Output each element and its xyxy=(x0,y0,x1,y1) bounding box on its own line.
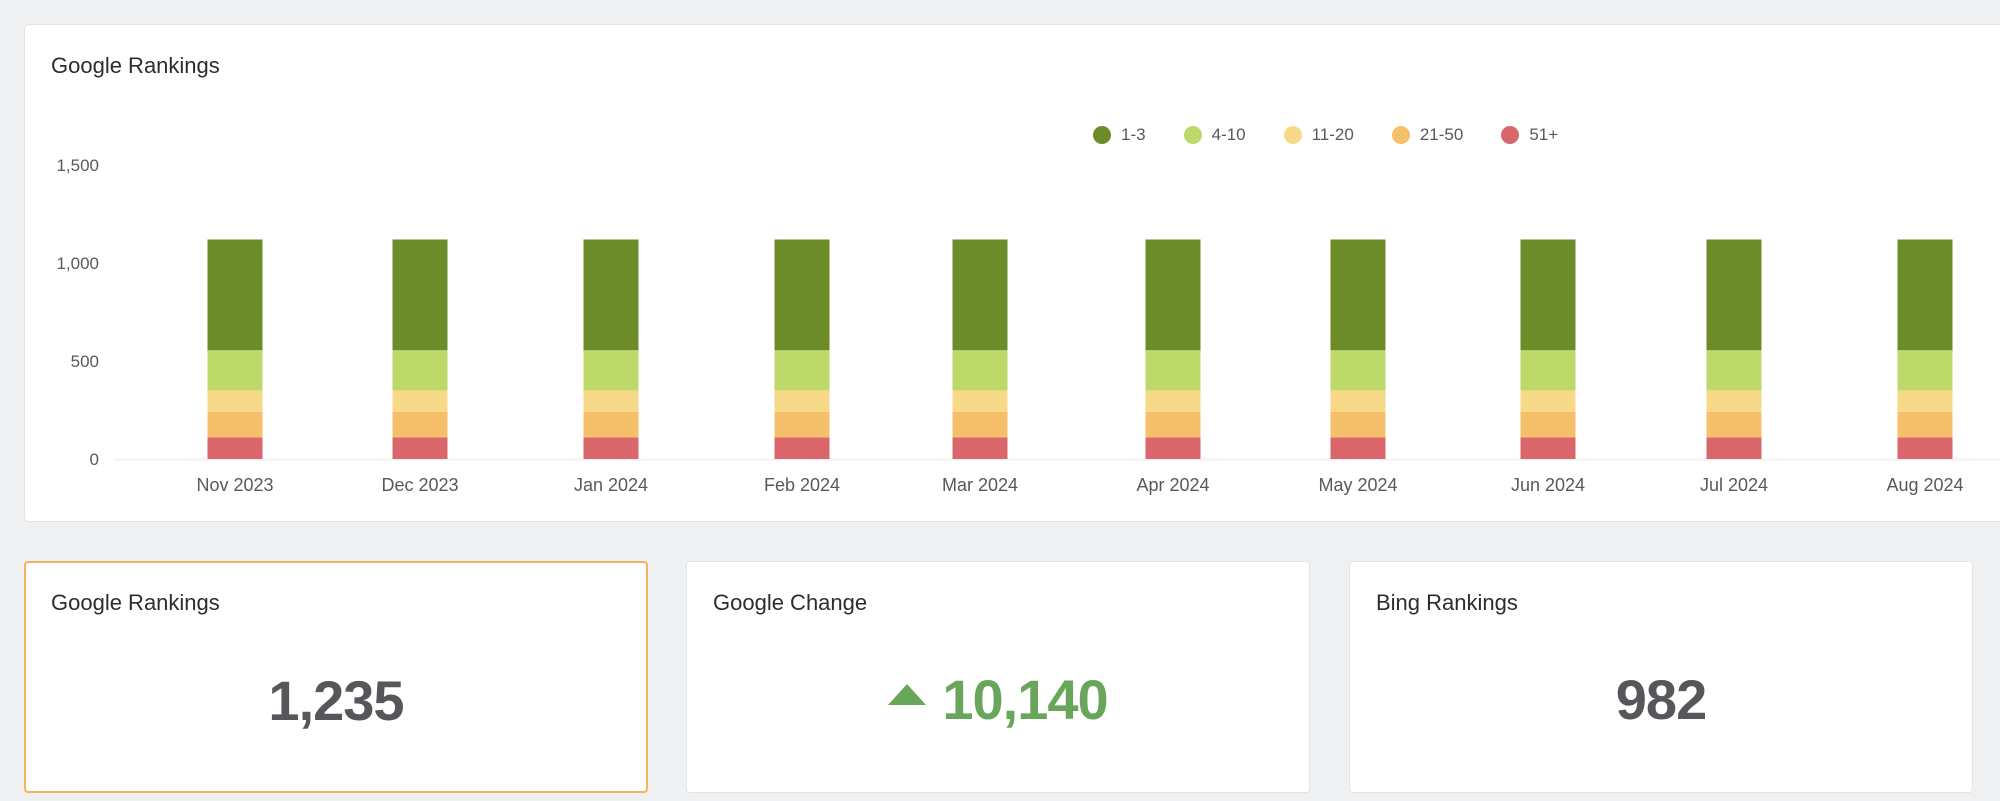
legend-label-51-plus: 51+ xyxy=(1529,125,1559,144)
bar-segment-21-50[interactable] xyxy=(1330,411,1386,438)
bar-segment-21-50[interactable] xyxy=(952,411,1008,438)
google-rankings-card[interactable]: Google Rankings 1,235 xyxy=(24,561,648,793)
chart-title: Google Rankings xyxy=(51,53,220,78)
bar-segment-1-3[interactable] xyxy=(1706,239,1762,351)
bar-segment-11-20[interactable] xyxy=(207,390,263,412)
bar-segment-21-50[interactable] xyxy=(583,411,639,438)
bar-segment-4-10[interactable] xyxy=(1897,350,1953,391)
bar-segment-1-3[interactable] xyxy=(774,239,830,351)
bar-segment-1-3[interactable] xyxy=(952,239,1008,351)
rankings-bar-chart: 0 500 1,000 1,500 Nov 2023 Dec 2023 Jan 2024 Fe… xyxy=(56,156,2000,495)
bar-segment-51-plus[interactable] xyxy=(392,437,448,459)
bar-segment-1-3[interactable] xyxy=(392,239,448,351)
bing-rankings-card[interactable]: Bing Rankings 982 xyxy=(1349,561,1973,793)
y-tick-label: 1,000 xyxy=(56,254,99,273)
bar-segment-11-20[interactable] xyxy=(1520,390,1576,412)
bar-segment-11-20[interactable] xyxy=(952,390,1008,412)
bar-segment-21-50[interactable] xyxy=(392,411,448,438)
x-tick-label: May 2024 xyxy=(1318,475,1397,495)
bar-segment-4-10[interactable] xyxy=(583,350,639,391)
bar-segment-21-50[interactable] xyxy=(1145,411,1201,438)
bar-segment-11-20[interactable] xyxy=(1897,390,1953,412)
legend-label-4-10: 4-10 xyxy=(1211,125,1246,144)
google-rankings-title: Google Rankings xyxy=(51,590,220,615)
bar-segment-1-3[interactable] xyxy=(1897,239,1953,351)
x-tick-label: Mar 2024 xyxy=(942,475,1018,495)
y-tick-label: 1,500 xyxy=(56,156,99,175)
x-tick-label: Dec 2023 xyxy=(381,475,458,495)
bar-segment-51-plus[interactable] xyxy=(952,437,1008,459)
legend-item-51-plus[interactable]: 51+ xyxy=(1501,125,1558,145)
bar-segment-4-10[interactable] xyxy=(392,350,448,391)
legend-label-21-50: 21-50 xyxy=(1419,125,1464,144)
x-tick-label: Aug 2024 xyxy=(1886,475,1963,495)
bar-segment-1-3[interactable] xyxy=(1520,239,1576,351)
bar-segment-11-20[interactable] xyxy=(774,390,830,412)
x-tick-label: Nov 2023 xyxy=(196,475,273,495)
x-tick-label: Apr 2024 xyxy=(1136,475,1209,495)
legend-dot-1-3 xyxy=(1093,126,1111,144)
bar-segment-4-10[interactable] xyxy=(207,350,263,391)
google-change-value: 10,140 xyxy=(942,668,1108,731)
bar-segment-11-20[interactable] xyxy=(392,390,448,412)
legend-item-4-10[interactable]: 4-10 xyxy=(1183,125,1246,145)
google-change-value-row: 10,140 xyxy=(687,667,1309,732)
bar-segment-11-20[interactable] xyxy=(1706,390,1762,412)
x-tick-label: Feb 2024 xyxy=(764,475,840,495)
bing-rankings-title: Bing Rankings xyxy=(1376,590,1518,615)
bing-rankings-value: 982 xyxy=(1615,668,1707,731)
bar-segment-4-10[interactable] xyxy=(774,350,830,391)
y-tick-label: 500 xyxy=(71,352,99,371)
bar-segment-11-20[interactable] xyxy=(583,390,639,412)
legend-item-1-3[interactable]: 1-3 xyxy=(1093,125,1146,145)
google-change-title: Google Change xyxy=(713,590,868,615)
y-tick-label: 0 xyxy=(90,450,99,469)
legend-item-21-50[interactable]: 21-50 xyxy=(1391,125,1464,145)
bar-segment-51-plus[interactable] xyxy=(1145,437,1201,459)
bar-segment-4-10[interactable] xyxy=(1330,350,1386,391)
x-tick-label: Jun 2024 xyxy=(1511,475,1585,495)
bar-segment-51-plus[interactable] xyxy=(1706,437,1762,459)
bar-segment-4-10[interactable] xyxy=(1520,350,1576,391)
legend-dot-11-20 xyxy=(1283,126,1302,144)
x-tick-label: Jan 2024 xyxy=(574,475,648,495)
legend-dot-4-10 xyxy=(1183,126,1202,144)
bar-segment-4-10[interactable] xyxy=(1145,350,1201,391)
bar-segment-11-20[interactable] xyxy=(1330,390,1386,412)
bar-segment-4-10[interactable] xyxy=(1706,350,1762,391)
chart-legend: 1-3 4-10 11-20 21-50 51+ xyxy=(1093,125,1596,145)
google-rankings-value: 1,235 xyxy=(268,669,404,732)
bar-segment-51-plus[interactable] xyxy=(1897,437,1953,459)
bar-segment-21-50[interactable] xyxy=(1520,411,1576,438)
bar-segment-1-3[interactable] xyxy=(1330,239,1386,351)
legend-label-11-20: 11-20 xyxy=(1311,125,1354,144)
legend-item-11-20[interactable]: 11-20 xyxy=(1283,125,1354,145)
bar-segment-1-3[interactable] xyxy=(583,239,639,351)
bar-segment-1-3[interactable] xyxy=(207,239,263,351)
bar-segment-21-50[interactable] xyxy=(207,411,263,438)
bar-segment-51-plus[interactable] xyxy=(1520,437,1576,459)
bar-segment-4-10[interactable] xyxy=(952,350,1008,391)
bar-segment-1-3[interactable] xyxy=(1145,239,1201,351)
bar-segment-51-plus[interactable] xyxy=(583,437,639,459)
legend-dot-21-50 xyxy=(1391,126,1410,144)
bar-segment-11-20[interactable] xyxy=(1145,390,1201,412)
up-arrow-icon xyxy=(888,684,927,705)
google-change-card[interactable]: Google Change 10,140 xyxy=(686,561,1310,793)
bar-segment-21-50[interactable] xyxy=(1897,411,1953,438)
bar-segment-51-plus[interactable] xyxy=(774,437,830,459)
bar-segment-21-50[interactable] xyxy=(774,411,830,438)
bar-segment-21-50[interactable] xyxy=(1706,411,1762,438)
x-tick-label: Jul 2024 xyxy=(1700,475,1768,495)
bar-segment-51-plus[interactable] xyxy=(1330,437,1386,459)
rankings-chart-card: Google Rankings 0 500 1,000 1,500 Nov 2023 De… xyxy=(24,24,2000,522)
legend-label-1-3: 1-3 xyxy=(1121,125,1146,144)
bar-segment-51-plus[interactable] xyxy=(207,437,263,459)
legend-dot-51-plus xyxy=(1501,126,1520,144)
